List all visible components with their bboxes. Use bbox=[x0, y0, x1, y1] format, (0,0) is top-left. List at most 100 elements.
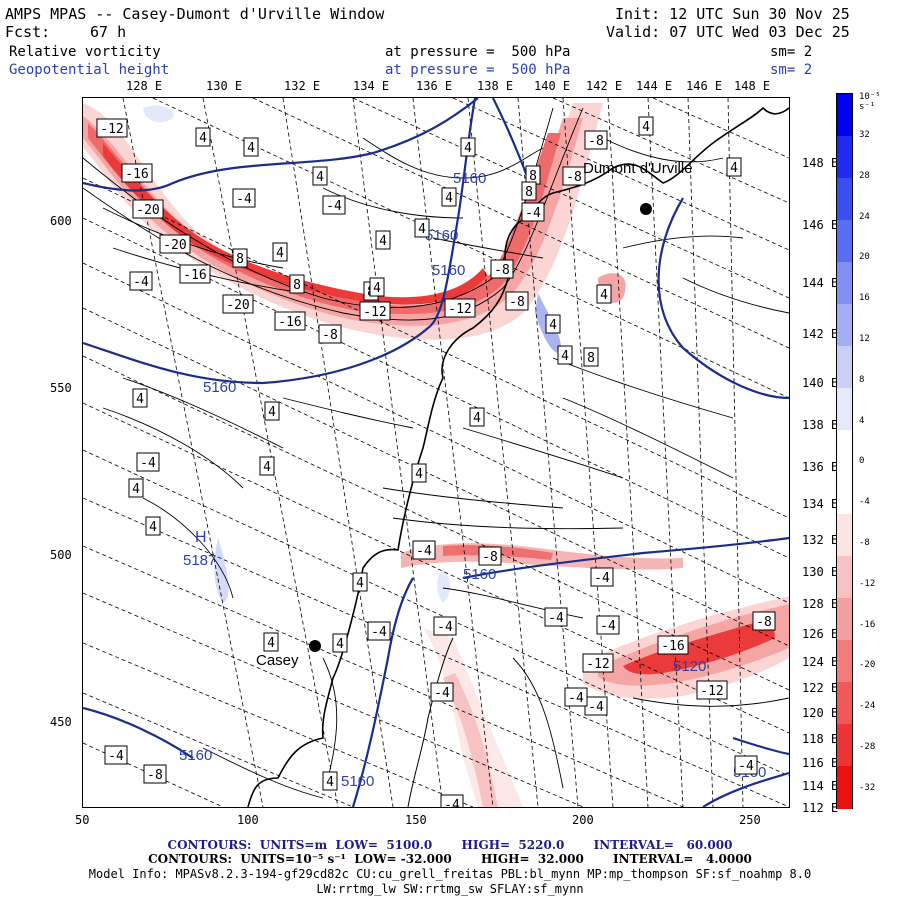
vorticity-label: -4 bbox=[104, 745, 128, 765]
svg-text:-16: -16 bbox=[661, 639, 684, 654]
vorticity-label: 4 bbox=[243, 137, 259, 157]
right-lon-label: 142 E bbox=[802, 327, 839, 341]
vorticity-label: -4 bbox=[430, 682, 454, 702]
vorticity-label: 4 bbox=[726, 157, 742, 177]
field-2-smoothing: sm= 2 bbox=[770, 62, 813, 78]
right-lon-label: 148 E bbox=[802, 156, 839, 170]
vorticity-label: 4 bbox=[322, 771, 338, 791]
vorticity-label: 4 bbox=[332, 633, 348, 653]
vorticity-label: 4 bbox=[132, 388, 148, 408]
vorticity-labels: -12 -16 -20 -20 -16 -20 -16 -8 -12 -12 -8 -8 -8 -8 -4 -… bbox=[96, 116, 776, 807]
vorticity-label: -8 bbox=[752, 611, 776, 631]
field-1-pressure: at pressure = 500 hPa bbox=[385, 44, 571, 60]
svg-text:-8: -8 bbox=[756, 615, 772, 630]
vorticity-label: -4 bbox=[412, 540, 436, 560]
vorticity-label: -4 bbox=[232, 188, 256, 208]
colorbar-label: 12 bbox=[859, 334, 870, 344]
svg-text:-8: -8 bbox=[494, 263, 510, 278]
high-center-symbol: H bbox=[195, 529, 207, 546]
svg-text:-4: -4 bbox=[548, 611, 564, 626]
svg-text:-20: -20 bbox=[163, 238, 186, 253]
svg-text:-4: -4 bbox=[133, 275, 149, 290]
svg-text:-4: -4 bbox=[434, 686, 450, 701]
bottom-axis-label: 100 bbox=[237, 813, 259, 827]
colorbar-swatch bbox=[837, 682, 852, 725]
field-1-name: Relative vorticity bbox=[9, 44, 161, 60]
vorticity-label: -4 bbox=[564, 687, 588, 707]
svg-text:-12: -12 bbox=[586, 657, 609, 672]
vorticity-label: -12 bbox=[96, 118, 128, 138]
right-lon-label: 144 E bbox=[802, 276, 839, 290]
svg-text:4: 4 bbox=[445, 191, 453, 206]
vorticity-label: -8 bbox=[318, 324, 342, 344]
vorticity-contours bbox=[83, 107, 789, 799]
vorticity-label: -4 bbox=[367, 621, 391, 641]
bottom-axis-label: 200 bbox=[572, 813, 594, 827]
left-axis-label: 600 bbox=[50, 214, 72, 228]
svg-text:-12: -12 bbox=[448, 302, 471, 317]
right-lon-label: 138 E bbox=[802, 418, 839, 432]
colorbar-swatch bbox=[837, 178, 852, 221]
map-svg: 5160 5160 5160 5160 5160 5160 5120 5160 … bbox=[83, 98, 789, 807]
dumont-station-label: Dumont d'Urville bbox=[583, 160, 693, 177]
right-lon-label: 130 E bbox=[802, 565, 839, 579]
svg-text:8: 8 bbox=[529, 169, 537, 184]
svg-text:4: 4 bbox=[356, 576, 364, 591]
lon-label: 138 E bbox=[477, 79, 514, 93]
svg-text:4: 4 bbox=[268, 405, 276, 420]
footer-height-contours: CONTOURS: UNITS=m LOW= 5100.0 HIGH= 5220… bbox=[167, 838, 733, 852]
colorbar-swatch bbox=[837, 766, 852, 809]
right-lon-label: 116 E bbox=[802, 756, 839, 770]
height-label: 5160 bbox=[463, 566, 496, 583]
vorticity-label: -20 bbox=[132, 199, 164, 219]
svg-text:-20: -20 bbox=[136, 203, 159, 218]
vorticity-label: 4 bbox=[414, 218, 430, 238]
svg-text:-16: -16 bbox=[125, 167, 148, 182]
coastline bbox=[247, 106, 789, 807]
vorticity-label: 4 bbox=[638, 116, 654, 136]
colorbar bbox=[836, 93, 853, 809]
svg-text:4: 4 bbox=[326, 775, 334, 790]
right-lon-label: 136 E bbox=[802, 460, 839, 474]
vorticity-label: -12 bbox=[696, 680, 728, 700]
footer-model-info-2: LW:rrtmg_lw SW:rrtmg_sw SFLAY:sf_mynn bbox=[316, 882, 584, 896]
right-lon-label: 132 E bbox=[802, 533, 839, 547]
colorbar-label: -12 bbox=[859, 578, 876, 589]
colorbar-label: -8 bbox=[859, 538, 870, 548]
vorticity-label: 4 bbox=[145, 516, 161, 536]
vorticity-label: -8 bbox=[478, 546, 502, 566]
vorticity-label: 4 bbox=[195, 127, 211, 147]
vorticity-label: -12 bbox=[359, 301, 391, 321]
right-lon-label: 140 E bbox=[802, 376, 839, 390]
vorticity-label: -4 bbox=[596, 615, 620, 635]
colorbar-swatch bbox=[837, 94, 852, 137]
svg-text:4: 4 bbox=[132, 482, 140, 497]
svg-text:-4: -4 bbox=[444, 798, 460, 807]
right-lon-label: 118 E bbox=[802, 732, 839, 746]
svg-text:-20: -20 bbox=[226, 298, 249, 313]
casey-station-label: Casey bbox=[256, 652, 299, 669]
lon-label: 132 E bbox=[284, 79, 321, 93]
vorticity-label: 8 bbox=[232, 248, 248, 268]
right-lon-label: 122 E bbox=[802, 681, 839, 695]
geopotential-contours bbox=[83, 98, 789, 807]
svg-text:-8: -8 bbox=[509, 295, 525, 310]
init-time: Init: 12 UTC Sun 30 Nov 25 bbox=[615, 5, 850, 23]
vorticity-label: -16 bbox=[274, 311, 306, 331]
height-label: 5160 bbox=[179, 747, 212, 764]
left-axis-label: 550 bbox=[50, 381, 72, 395]
field-2-name: Geopotential height bbox=[9, 62, 170, 78]
colorbar-label: 8 bbox=[859, 374, 865, 385]
map-title: AMPS MPAS -- Casey-Dumont d'Urville Wind… bbox=[5, 5, 385, 23]
forecast-label: Fcst: bbox=[5, 23, 51, 41]
svg-text:4: 4 bbox=[316, 170, 324, 185]
svg-text:-8: -8 bbox=[482, 550, 498, 565]
vorticity-label: -8 bbox=[490, 259, 514, 279]
vorticity-label: 4 bbox=[272, 242, 288, 262]
vorticity-label: 4 bbox=[469, 407, 485, 427]
right-lon-label: 124 E bbox=[802, 655, 839, 669]
lon-label: 146 E bbox=[686, 79, 723, 93]
map-panel: 5160 5160 5160 5160 5160 5160 5120 5160 … bbox=[82, 97, 790, 808]
high-center-value: 5187 bbox=[183, 552, 216, 569]
svg-text:-8: -8 bbox=[322, 328, 338, 343]
